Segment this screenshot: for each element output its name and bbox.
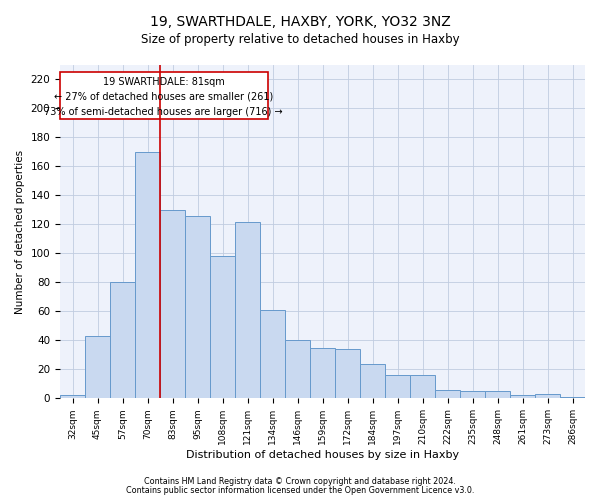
X-axis label: Distribution of detached houses by size in Haxby: Distribution of detached houses by size … <box>186 450 459 460</box>
Bar <box>410 375 435 398</box>
Bar <box>210 256 235 398</box>
Y-axis label: Number of detached properties: Number of detached properties <box>15 150 25 314</box>
Bar <box>135 152 160 398</box>
Text: 73% of semi-detached houses are larger (716) →: 73% of semi-detached houses are larger (… <box>44 107 283 117</box>
Bar <box>235 222 260 398</box>
Bar <box>260 310 285 398</box>
Bar <box>385 375 410 398</box>
Text: Size of property relative to detached houses in Haxby: Size of property relative to detached ho… <box>140 32 460 46</box>
Bar <box>485 391 510 398</box>
Bar <box>535 394 560 398</box>
Bar <box>285 340 310 398</box>
Text: Contains HM Land Registry data © Crown copyright and database right 2024.: Contains HM Land Registry data © Crown c… <box>144 477 456 486</box>
Bar <box>110 282 135 399</box>
Text: Contains public sector information licensed under the Open Government Licence v3: Contains public sector information licen… <box>126 486 474 495</box>
Bar <box>185 216 210 398</box>
Bar <box>435 390 460 398</box>
Text: 19, SWARTHDALE, HAXBY, YORK, YO32 3NZ: 19, SWARTHDALE, HAXBY, YORK, YO32 3NZ <box>149 15 451 29</box>
Bar <box>560 397 585 398</box>
Bar <box>460 391 485 398</box>
Bar <box>510 396 535 398</box>
Bar <box>60 396 85 398</box>
Bar <box>85 336 110 398</box>
Text: ← 27% of detached houses are smaller (261): ← 27% of detached houses are smaller (26… <box>54 92 274 102</box>
FancyBboxPatch shape <box>60 72 268 118</box>
Text: 19 SWARTHDALE: 81sqm: 19 SWARTHDALE: 81sqm <box>103 76 224 86</box>
Bar <box>360 364 385 398</box>
Bar <box>310 348 335 399</box>
Bar <box>160 210 185 398</box>
Bar <box>335 349 360 399</box>
